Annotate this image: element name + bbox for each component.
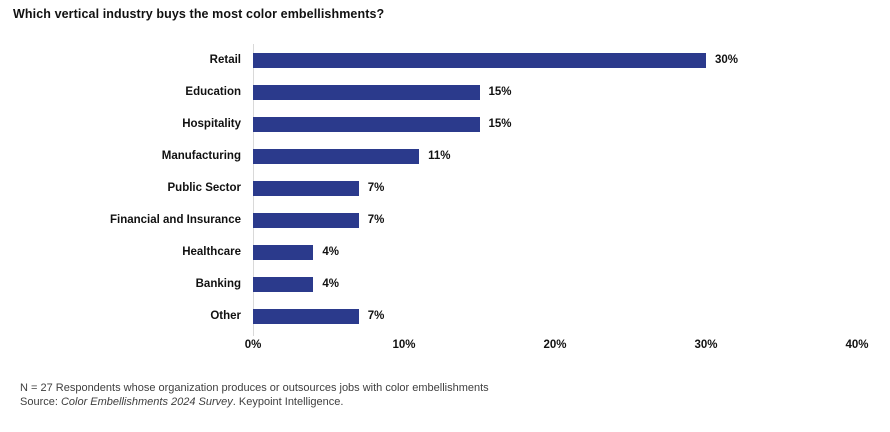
bar-track: 11% — [253, 148, 857, 164]
plot-rows: Retail 30% Education 15% Hospitality 15% Manuf… — [0, 44, 890, 332]
value-label: 11% — [428, 150, 451, 162]
bar-chart: Retail 30% Education 15% Hospitality 15% Manuf… — [0, 44, 890, 364]
chart-title: Which vertical industry buys the most co… — [13, 7, 385, 21]
x-axis-ticks: 0% 10% 20% 30% 40% — [0, 339, 890, 355]
bar-track: 7% — [253, 308, 857, 324]
bar-track: 30% — [253, 52, 857, 68]
value-label: 30% — [715, 54, 739, 66]
x-tick-label: 30% — [694, 339, 718, 351]
bar — [253, 180, 359, 196]
footnote-source: Source: Color Embellishments 2024 Survey… — [20, 395, 489, 409]
bar-row: Healthcare 4% — [0, 236, 890, 268]
category-label: Other — [210, 310, 241, 322]
bar-row: Retail 30% — [0, 44, 890, 76]
bar — [253, 52, 706, 68]
bar-track: 15% — [253, 84, 857, 100]
bar-track: 7% — [253, 212, 857, 228]
bar — [253, 276, 314, 292]
bar — [253, 308, 359, 324]
value-label: 4% — [322, 278, 340, 290]
footnote: N = 27 Respondents whose organization pr… — [20, 381, 489, 409]
bar-row: Public Sector 7% — [0, 172, 890, 204]
bar-track: 4% — [253, 276, 857, 292]
bar — [253, 244, 314, 260]
value-label: 15% — [488, 86, 512, 98]
value-label: 15% — [488, 118, 512, 130]
bar — [253, 84, 480, 100]
source-prefix: Source: — [20, 396, 61, 408]
bar-track: 4% — [253, 244, 857, 260]
source-title: Color Embellishments 2024 Survey — [60, 396, 233, 408]
bar-row: Other 7% — [0, 300, 890, 332]
bar-track: 15% — [253, 116, 857, 132]
category-label: Healthcare — [182, 246, 241, 258]
category-label: Retail — [209, 54, 241, 66]
value-label: 4% — [322, 246, 340, 258]
x-tick-label: 10% — [392, 339, 416, 351]
x-tick-label: 40% — [845, 339, 869, 351]
bar-row: Hospitality 15% — [0, 108, 890, 140]
category-label: Manufacturing — [161, 150, 241, 162]
category-label: Public Sector — [167, 182, 242, 194]
category-label: Education — [185, 86, 241, 98]
category-label: Financial and Insurance — [109, 214, 241, 226]
value-label: 7% — [367, 310, 385, 322]
bar-track: 7% — [253, 180, 857, 196]
value-label: 7% — [367, 214, 385, 226]
footnote-sample: N = 27 Respondents whose organization pr… — [20, 382, 489, 394]
bar-row: Banking 4% — [0, 268, 890, 300]
bar — [253, 212, 359, 228]
category-label: Banking — [195, 278, 241, 290]
x-tick-label: 0% — [244, 339, 262, 351]
x-tick-label: 20% — [543, 339, 567, 351]
value-label: 7% — [367, 182, 385, 194]
bar-row: Education 15% — [0, 76, 890, 108]
bar-row: Manufacturing 11% — [0, 140, 890, 172]
category-label: Hospitality — [182, 118, 241, 130]
bar — [253, 116, 480, 132]
bar-row: Financial and Insurance 7% — [0, 204, 890, 236]
source-suffix: . Keypoint Intelligence. — [232, 396, 344, 408]
bar — [253, 148, 420, 164]
